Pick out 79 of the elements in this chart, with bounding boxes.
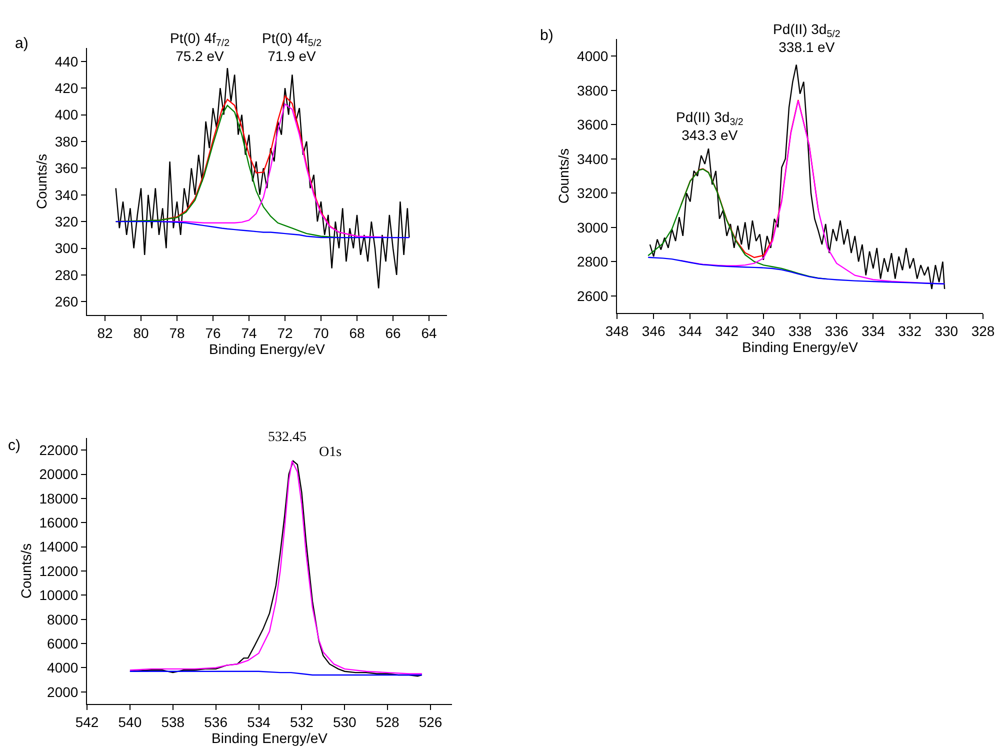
x-tick-label: 532 [290, 714, 314, 730]
x-tick-label: 344 [678, 322, 702, 339]
x-tick-label: 536 [204, 714, 228, 730]
y-tick-label: 2000 [47, 684, 78, 700]
annotation: 532.45 [268, 430, 306, 445]
annotation: Pd(II) 3d$_{3/2}$ 343.3 eV [676, 109, 744, 144]
y-tick-label: 4000 [47, 660, 78, 676]
y-tick-label: 8000 [47, 611, 78, 628]
line-series [648, 168, 828, 280]
x-tick-label: 528 [376, 714, 400, 730]
y-tick-label: 18000 [39, 490, 78, 506]
x-tick-label: 526 [418, 714, 442, 730]
x-tick-label: 68 [349, 324, 365, 341]
y-tick-label: 440 [54, 53, 78, 70]
x-tick-label: 346 [642, 322, 666, 339]
annotation: Pt(0) 4f$_{5/2}$ 71.9 eV [262, 30, 322, 64]
annotation: Pt(0) 4f$_{7/2}$ 75.2 eV [170, 30, 230, 64]
x-tick-label: 540 [118, 714, 142, 730]
y-tick-label: 400 [54, 106, 78, 123]
x-tick-label: 340 [752, 322, 776, 339]
x-tick-label: 534 [247, 714, 271, 730]
x-tick-label: 538 [161, 714, 185, 730]
line-series [649, 64, 946, 290]
y-tick-label: 2600 [577, 288, 608, 304]
x-tick-label: 64 [421, 324, 437, 341]
y-tick-label: 14000 [39, 538, 78, 555]
line-series [648, 256, 946, 284]
y-tick-label: 300 [54, 240, 78, 256]
y-tick-label: 20000 [39, 466, 78, 482]
y-tick-label: 360 [54, 160, 78, 176]
x-tick-label: 342 [715, 322, 739, 339]
line-series [115, 67, 410, 289]
annotation: O1s [319, 445, 342, 460]
x-tick-label: 66 [385, 324, 401, 341]
x-tick-label: 338 [788, 322, 812, 339]
x-tick-label: 72 [277, 324, 293, 341]
x-tick-label: 76 [205, 324, 221, 341]
y-tick-label: 420 [54, 80, 78, 96]
x-tick-label: 332 [898, 322, 922, 339]
y-tick-label: 12000 [39, 562, 78, 579]
y-tick-label: 3200 [577, 185, 608, 202]
x-tick-label: 336 [824, 322, 848, 339]
y-tick-label: 340 [54, 186, 78, 203]
annotation: Pd(II) 3d$_{5/2}$ 338.1 eV [773, 21, 840, 56]
x-axis-title: Binding Energy/eV [209, 340, 326, 357]
x-tick-label: 348 [605, 322, 629, 339]
x-axis-title: Binding Energy/eV [742, 338, 859, 355]
y-tick-label: 380 [54, 133, 78, 150]
x-tick-label: 78 [169, 324, 185, 341]
x-tick-label: 80 [133, 324, 149, 341]
y-tick-label: 3800 [577, 82, 608, 98]
y-tick-label: 4000 [577, 48, 608, 64]
x-tick-label: 530 [332, 714, 357, 730]
text: b) [540, 27, 554, 44]
y-tick-label: 10000 [39, 587, 78, 604]
y-tick-label: 16000 [39, 514, 78, 531]
y-tick-label: 320 [54, 213, 78, 230]
y-tick-label: 2800 [577, 254, 608, 270]
line-series [115, 220, 410, 238]
x-tick-label: 328 [971, 322, 995, 339]
x-tick-label: 334 [862, 322, 886, 339]
y-tick-label: 280 [54, 266, 78, 283]
y-tick-label: 22000 [39, 442, 78, 458]
y-tick-label: 3000 [577, 219, 608, 236]
y-tick-label: 6000 [47, 635, 78, 652]
x-axis-title: Binding Energy/eV [212, 730, 328, 746]
x-tick-label: 542 [75, 714, 99, 730]
text: a) [15, 35, 28, 52]
y-tick-label: 3400 [577, 150, 608, 167]
y-tick-label: 260 [54, 294, 78, 310]
text: c) [8, 437, 20, 454]
x-tick-label: 74 [241, 324, 257, 341]
x-tick-label: 70 [313, 324, 329, 341]
y-tick-label: 3600 [577, 116, 608, 133]
y-axis-title: Counts/s [33, 154, 50, 210]
x-tick-label: 330 [934, 322, 958, 339]
x-tick-label: 82 [97, 324, 113, 341]
y-axis-title: Counts/s [18, 543, 34, 599]
y-axis-title: Counts/s [556, 148, 572, 204]
